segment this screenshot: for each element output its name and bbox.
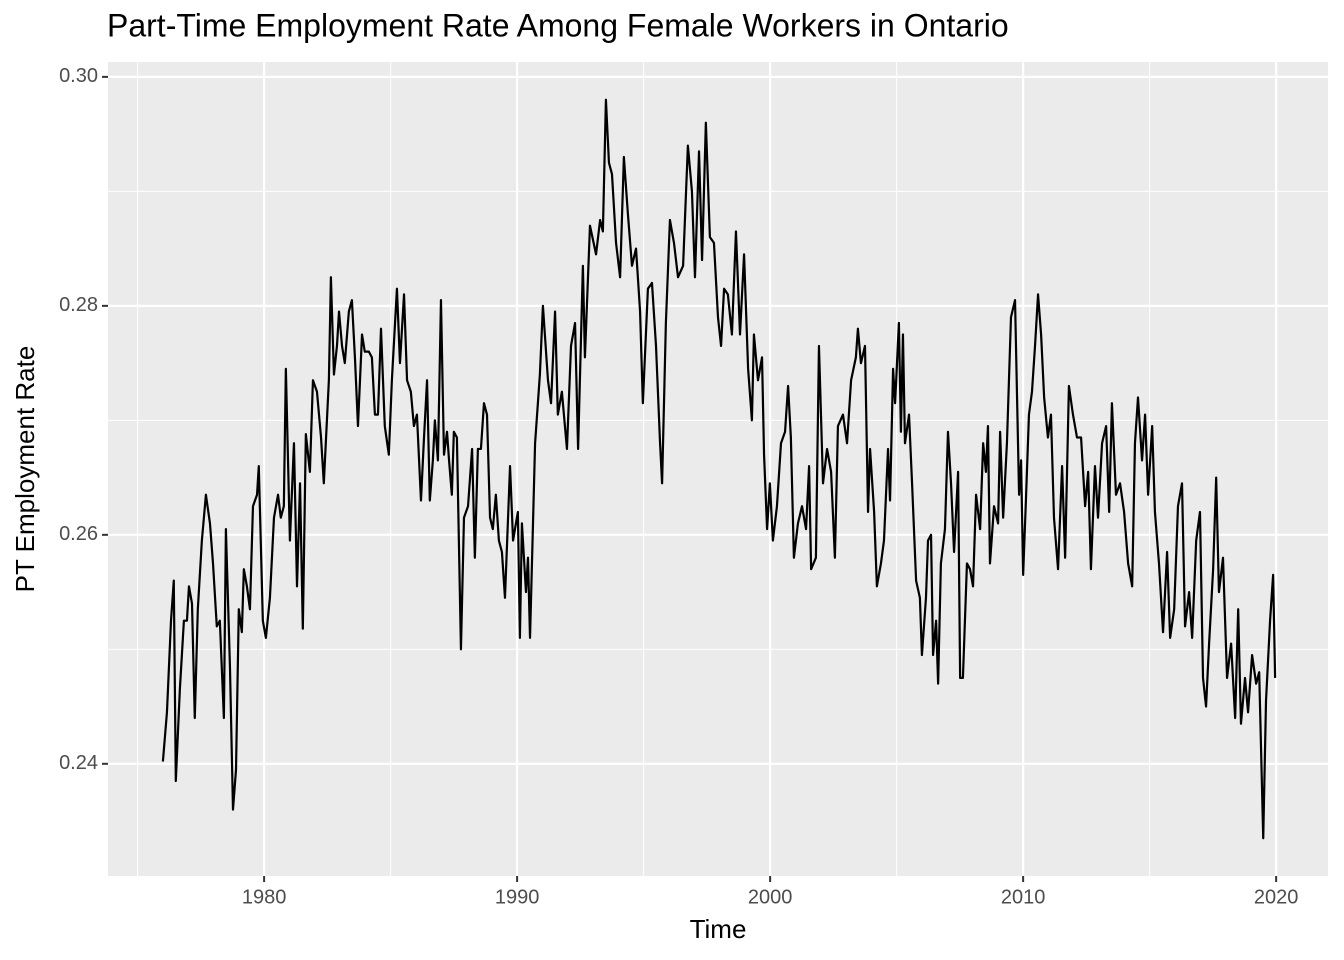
grid bbox=[108, 62, 1328, 876]
y-axis-title: PT Employment Rate bbox=[10, 346, 40, 593]
y-tick-label: 0.28 bbox=[59, 294, 98, 316]
y-tick-label: 0.26 bbox=[59, 523, 98, 545]
x-tick-label: 2010 bbox=[1001, 886, 1046, 908]
panel-background bbox=[108, 62, 1328, 876]
x-tick-label: 2000 bbox=[748, 886, 793, 908]
x-axis-title: Time bbox=[690, 914, 747, 944]
marks bbox=[161, 98, 1277, 840]
x-tick-label: 1990 bbox=[495, 886, 540, 908]
y-tick-label: 0.30 bbox=[59, 65, 98, 87]
data-line bbox=[161, 98, 1277, 840]
y-tick-label: 0.24 bbox=[59, 752, 98, 774]
axes: 1980 1990 2000 2010 2020 0.24 0.26 0.28 0.30 bbox=[59, 65, 1298, 908]
x-tick-label: 1980 bbox=[242, 886, 287, 908]
chart-title: Part-Time Employment Rate Among Female W… bbox=[107, 7, 1009, 43]
x-tick-label: 2020 bbox=[1254, 886, 1299, 908]
